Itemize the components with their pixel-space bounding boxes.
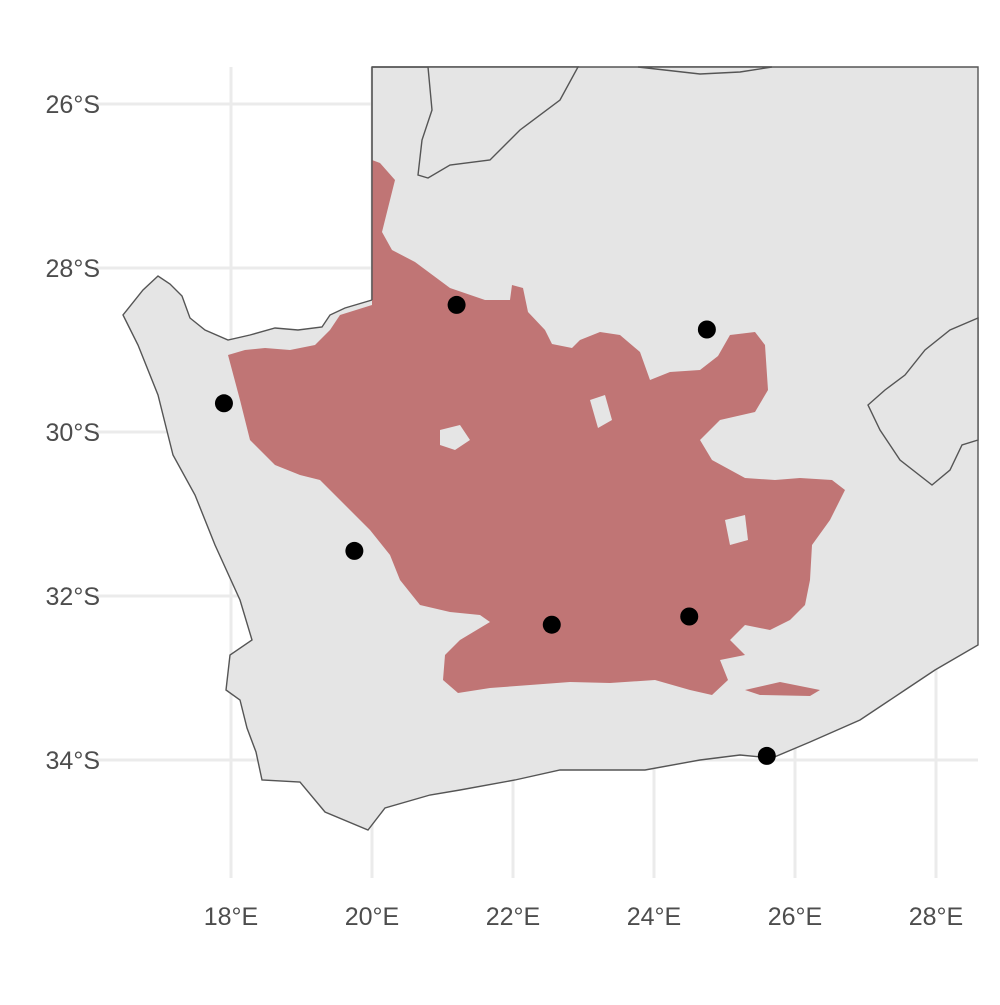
land-north bbox=[372, 66, 580, 179]
x-tick-label: 26°E bbox=[768, 903, 822, 931]
y-tick-label: 34°S bbox=[46, 747, 100, 775]
land-lesotho bbox=[867, 316, 979, 486]
x-tick-label: 22°E bbox=[486, 903, 540, 931]
site-point bbox=[447, 295, 466, 314]
x-tick-label: 20°E bbox=[345, 903, 399, 931]
x-axis-ticks: 18°E 20°E 22°E 24°E 26°E 28°E bbox=[204, 903, 963, 931]
region-layer bbox=[228, 160, 845, 696]
x-tick-label: 24°E bbox=[627, 903, 681, 931]
points-layer bbox=[214, 295, 776, 765]
region-gap bbox=[440, 425, 470, 450]
y-tick-label: 32°S bbox=[46, 583, 100, 611]
site-point bbox=[757, 746, 776, 765]
site-point bbox=[345, 541, 364, 560]
y-tick-label: 28°S bbox=[46, 255, 100, 283]
x-tick-label: 28°E bbox=[909, 903, 963, 931]
y-tick-label: 26°S bbox=[46, 91, 100, 119]
land-north-east bbox=[637, 66, 773, 75]
region-gap bbox=[725, 515, 748, 545]
site-point bbox=[697, 320, 716, 339]
x-tick-label: 18°E bbox=[204, 903, 258, 931]
highlighted-region-patch bbox=[745, 682, 820, 696]
region-gap bbox=[590, 395, 612, 428]
y-tick-label: 30°S bbox=[46, 419, 100, 447]
site-point bbox=[680, 607, 699, 626]
highlighted-region bbox=[228, 160, 845, 695]
site-point bbox=[214, 394, 233, 413]
site-point bbox=[542, 615, 561, 634]
y-axis-ticks: 26°S 28°S 30°S 32°S 34°S bbox=[46, 91, 100, 775]
